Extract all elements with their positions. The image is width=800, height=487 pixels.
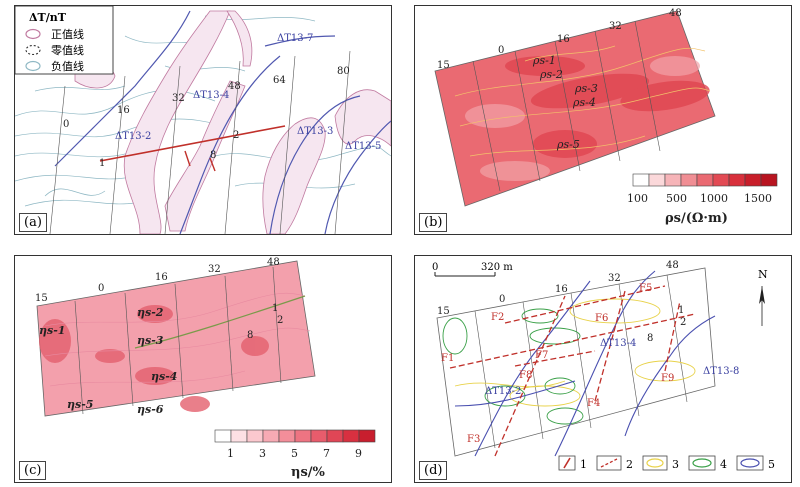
fault-label: F4 bbox=[587, 398, 600, 409]
legend-number: 2 bbox=[626, 458, 633, 471]
magnetic-contour-map: ΔT/nT 正值线 零值线 负值线 ΔT13-7 ΔT13-4 ΔT13-2 Δ… bbox=[15, 6, 391, 234]
legend-title: ΔT/nT bbox=[29, 11, 67, 24]
point-label: 2 bbox=[233, 130, 239, 141]
point-label: 8 bbox=[247, 330, 253, 341]
legend-number: 4 bbox=[720, 458, 727, 471]
point-label: 1 bbox=[678, 305, 684, 316]
anomaly-label: ΔT13-7 bbox=[277, 33, 313, 44]
anomaly-label: ΔT13-4 bbox=[193, 90, 229, 101]
panel-b-resistivity-map: 15 0 16 32 48 ρs-1 ρs-2 ρs-3 ρs-4 ρs-5 1… bbox=[414, 5, 792, 235]
line-number: 48 bbox=[267, 257, 280, 268]
line-number: 64 bbox=[273, 75, 286, 86]
panel-d-interpretation-map: 0 320 m N bbox=[414, 255, 792, 483]
legend-number: 5 bbox=[768, 458, 775, 471]
fault-label: F6 bbox=[595, 313, 608, 324]
zone-label: ηs-3 bbox=[137, 334, 164, 347]
colorbar-tick: 9 bbox=[355, 447, 362, 460]
colorbar-tick: 1 bbox=[227, 447, 234, 460]
line-number: 15 bbox=[35, 293, 48, 304]
point-label: 1 bbox=[99, 158, 105, 169]
anomaly-label: ΔT13-5 bbox=[345, 141, 381, 152]
line-number: 16 bbox=[555, 284, 568, 295]
colorbar-tick: 3 bbox=[259, 447, 266, 460]
zone-label: ηs-5 bbox=[67, 398, 93, 411]
line-number: 16 bbox=[155, 272, 168, 283]
colorbar-tick: 500 bbox=[666, 192, 687, 205]
colorbar-tick: 1000 bbox=[700, 192, 728, 205]
line-number: 0 bbox=[98, 283, 104, 294]
fault-label: F5 bbox=[639, 283, 652, 294]
fault-label: F2 bbox=[491, 312, 504, 323]
anomaly-label: ΔT13-2 bbox=[115, 131, 151, 142]
panel-c-polarizability-map: 15 0 16 32 48 1 2 8 ηs-1 ηs-2 ηs-3 ηs-4 … bbox=[14, 255, 392, 483]
zone-label: ηs-2 bbox=[137, 306, 164, 319]
zone-label: ρs-4 bbox=[572, 96, 596, 109]
zone-label: ρs-3 bbox=[574, 82, 598, 95]
panel-label: (d) bbox=[419, 461, 448, 480]
line-number: 32 bbox=[609, 21, 622, 32]
line-number: 80 bbox=[337, 66, 350, 77]
point-label: 8 bbox=[647, 333, 653, 344]
line-number: 32 bbox=[608, 273, 621, 284]
anomaly-label: ΔT13-2 bbox=[485, 386, 521, 397]
fault-label: F7 bbox=[535, 350, 548, 361]
panel-label: (b) bbox=[419, 213, 448, 232]
resistivity-map: 15 0 16 32 48 ρs-1 ρs-2 ρs-3 ρs-4 ρs-5 1… bbox=[434, 8, 778, 226]
panel-a-magnetic-map: ΔT/nT 正值线 零值线 负值线 ΔT13-7 ΔT13-4 ΔT13-2 Δ… bbox=[14, 5, 392, 235]
legend-item-zero: 零值线 bbox=[51, 43, 84, 57]
resistivity-colorbar bbox=[632, 173, 778, 187]
line-number: 0 bbox=[63, 119, 69, 130]
line-number: 16 bbox=[557, 34, 570, 45]
colorbar-label: ρs/(Ω·m) bbox=[665, 211, 728, 226]
point-label: 2 bbox=[277, 315, 283, 326]
fault-label: F8 bbox=[519, 370, 532, 381]
point-label: 2 bbox=[680, 317, 686, 328]
zone-label: ρs-2 bbox=[539, 68, 563, 81]
legend-item-positive: 正值线 bbox=[51, 27, 84, 41]
legend-number: 1 bbox=[580, 458, 587, 471]
line-number: 15 bbox=[437, 60, 450, 71]
line-number: 0 bbox=[499, 294, 505, 305]
anomaly-label: ΔT13-8 bbox=[703, 366, 739, 377]
line-number: 0 bbox=[498, 45, 504, 56]
zone-label: ρs-5 bbox=[556, 138, 580, 151]
zero-line-icon bbox=[25, 44, 41, 56]
point-label: 8 bbox=[210, 150, 216, 161]
positive-line-icon bbox=[25, 28, 41, 40]
map-legend: 1 2 3 4 5 bbox=[558, 455, 775, 471]
legend-item-negative: 负值线 bbox=[51, 59, 84, 73]
scale-end: 320 m bbox=[481, 262, 513, 273]
line-number: 32 bbox=[172, 93, 185, 104]
colorbar-tick: 100 bbox=[627, 192, 648, 205]
legend-number: 3 bbox=[672, 458, 679, 471]
zone-label: ηs-1 bbox=[39, 324, 65, 337]
line-number: 16 bbox=[117, 105, 130, 116]
line-number: 48 bbox=[666, 260, 679, 271]
fault-label: F9 bbox=[661, 373, 674, 384]
colorbar-tick: 1500 bbox=[744, 192, 772, 205]
fault-label: F3 bbox=[467, 434, 480, 445]
scale-start: 0 bbox=[432, 262, 438, 273]
north-label: N bbox=[758, 268, 768, 281]
polarizability-map: 15 0 16 32 48 1 2 8 ηs-1 ηs-2 ηs-3 ηs-4 … bbox=[35, 257, 376, 480]
fault-label: F1 bbox=[441, 353, 454, 364]
colorbar-tick: 5 bbox=[291, 447, 298, 460]
anomaly-label: ΔT13-4 bbox=[600, 338, 636, 349]
zone-label: ηs-6 bbox=[137, 403, 164, 416]
line-number: 48 bbox=[228, 81, 241, 92]
colorbar-label: ηs/% bbox=[291, 465, 326, 480]
point-label: 1 bbox=[272, 303, 278, 314]
anomaly-label: ΔT13-3 bbox=[297, 126, 333, 137]
colorbar-tick: 7 bbox=[323, 447, 330, 460]
negative-line-icon bbox=[25, 60, 41, 72]
panel-label: (c) bbox=[19, 461, 47, 480]
zone-label: ρs-1 bbox=[532, 54, 556, 67]
line-number: 15 bbox=[437, 306, 450, 317]
line-number: 48 bbox=[669, 8, 682, 19]
interpretation-map: 0 320 m N bbox=[432, 260, 775, 471]
panel-label: (a) bbox=[19, 213, 47, 232]
line-number: 32 bbox=[208, 264, 221, 275]
zone-label: ηs-4 bbox=[151, 370, 177, 383]
polarizability-colorbar bbox=[214, 429, 376, 443]
